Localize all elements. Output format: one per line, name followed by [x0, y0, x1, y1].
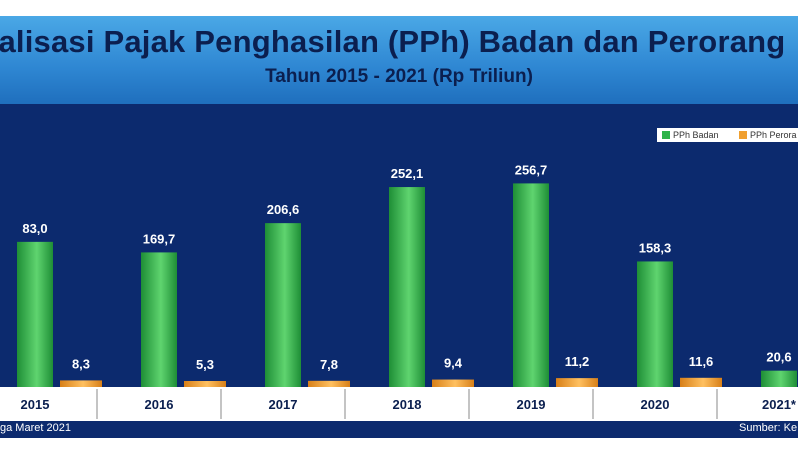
data-label-pph-badan: 20,6 — [766, 350, 791, 365]
x-tick-label: 2020 — [641, 397, 670, 412]
chart-subtitle: Tahun 2015 - 2021 (Rp Triliun) — [265, 66, 533, 87]
legend-label-badan: PPh Badan — [673, 130, 719, 140]
chart-title: ealisasi Pajak Penghasilan (PPh) Badan d… — [0, 24, 786, 59]
x-tick-label: 2018 — [393, 397, 422, 412]
source-note: Sumber: Ke — [739, 422, 798, 434]
bar-pph-badan — [17, 241, 53, 387]
x-tick-label: 2016 — [145, 397, 174, 412]
bar-pph-perorangan — [184, 381, 226, 387]
x-tick-label: 2021* — [762, 397, 797, 412]
legend: PPh Badan PPh Perora — [657, 128, 798, 142]
data-label-pph-badan: 206,6 — [267, 202, 300, 217]
bar-pph-perorangan — [556, 378, 598, 387]
bar-pph-perorangan — [308, 380, 350, 387]
legend-swatch-perorangan — [739, 131, 747, 139]
category-axis-band — [0, 387, 798, 421]
bar-pph-badan — [637, 261, 673, 387]
x-tick-label: 2019 — [517, 397, 546, 412]
bar-pph-perorangan — [680, 377, 722, 387]
data-label-pph-badan: 158,3 — [639, 240, 672, 255]
data-label-pph-perorangan: 7,8 — [320, 357, 338, 372]
x-tick-label: 2015 — [21, 397, 50, 412]
bar-pph-badan — [141, 252, 177, 387]
bar-pph-badan — [761, 370, 797, 387]
legend-item-perorangan: PPh Perora — [739, 130, 797, 140]
bar-pph-perorangan — [60, 380, 102, 387]
data-label-pph-perorangan: 9,4 — [444, 356, 463, 371]
x-tick-label: 2017 — [269, 397, 298, 412]
title-band — [0, 16, 798, 104]
legend-item-badan: PPh Badan — [662, 130, 719, 140]
footnote: ga Maret 2021 — [0, 422, 71, 434]
bar-pph-badan — [265, 223, 301, 387]
data-label-pph-badan: 252,1 — [391, 166, 424, 181]
data-label-pph-perorangan: 11,6 — [689, 354, 714, 369]
data-label-pph-badan: 83,0 — [22, 221, 47, 236]
data-label-pph-badan: 256,7 — [515, 162, 548, 177]
bar-pph-perorangan — [432, 379, 474, 387]
bar-pph-badan — [513, 183, 549, 387]
data-label-pph-perorangan: 8,3 — [72, 356, 90, 371]
data-label-pph-perorangan: 5,3 — [196, 357, 214, 372]
data-label-pph-perorangan: 11,2 — [565, 354, 590, 369]
data-label-pph-badan: 169,7 — [143, 231, 176, 246]
legend-swatch-badan — [662, 131, 670, 139]
legend-label-perorangan: PPh Perora — [750, 130, 797, 140]
bar-pph-badan — [389, 187, 425, 387]
